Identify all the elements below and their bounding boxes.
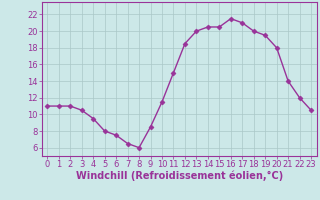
X-axis label: Windchill (Refroidissement éolien,°C): Windchill (Refroidissement éolien,°C) (76, 171, 283, 181)
